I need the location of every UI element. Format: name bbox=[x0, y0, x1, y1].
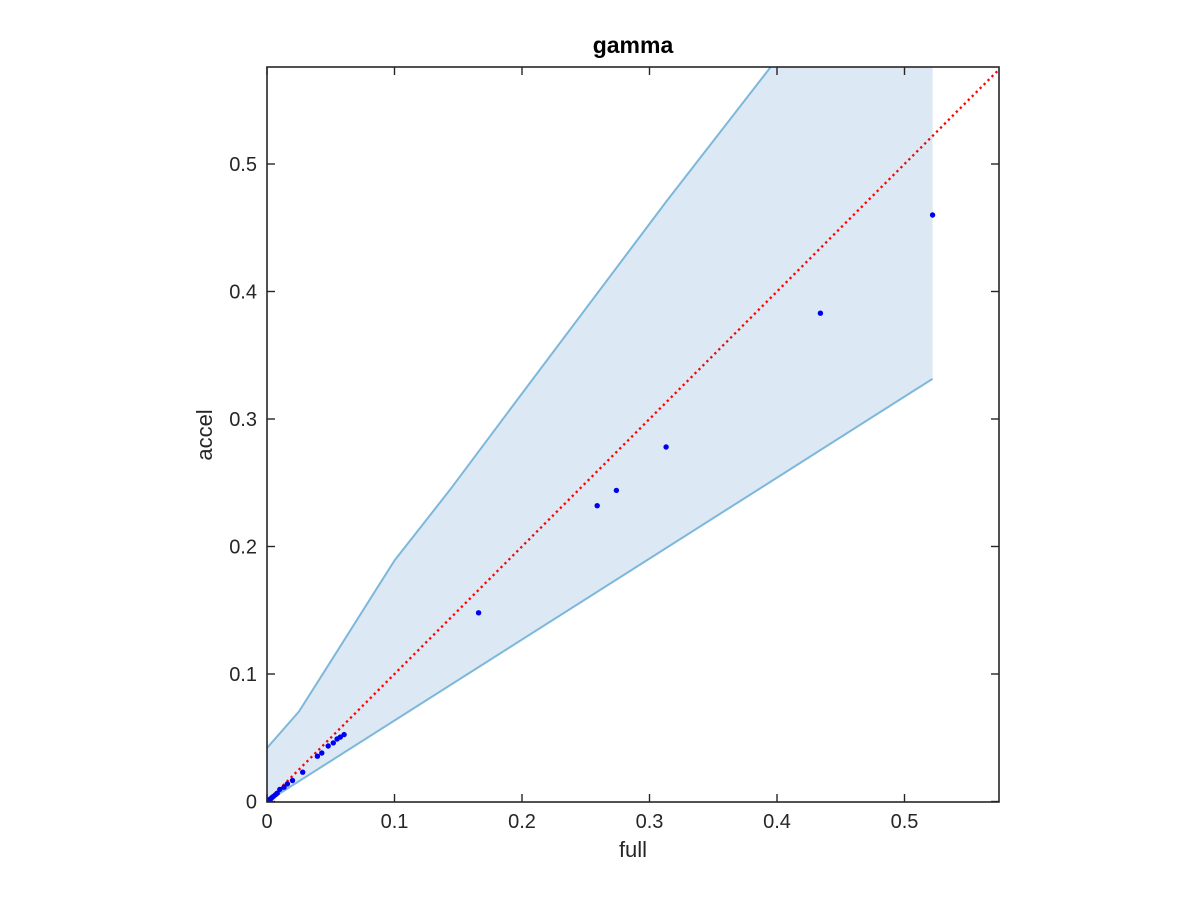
identity-line bbox=[267, 68, 999, 802]
plot-box bbox=[266, 66, 1000, 803]
chart-title: gamma bbox=[593, 32, 674, 58]
confidence-band bbox=[267, 67, 934, 802]
scatter-point bbox=[284, 781, 291, 787]
x-tick-label: 0 bbox=[261, 811, 272, 833]
y-tick-label: 0.3 bbox=[229, 409, 257, 431]
tick-labels: 0 0.1 0.2 0.3 0.4 0.5 0 0.1 0.2 0.3 0.4 0.5 bbox=[229, 154, 918, 833]
x-tick-label: 0.4 bbox=[763, 811, 791, 833]
scatter-points bbox=[267, 212, 936, 802]
y-tick-label: 0.5 bbox=[229, 154, 257, 176]
y-tick-label: 0.4 bbox=[229, 282, 257, 304]
y-tick-label: 0 bbox=[246, 792, 257, 814]
x-axis-label: full bbox=[619, 837, 647, 862]
x-tick-label: 0.1 bbox=[381, 811, 409, 833]
scatter-point bbox=[929, 212, 936, 218]
scatter-point bbox=[330, 740, 336, 746]
scatter-point bbox=[341, 731, 347, 738]
x-tick-label: 0.3 bbox=[636, 811, 664, 833]
y-tick-label: 0.2 bbox=[229, 537, 257, 559]
y-tick-label: 0.1 bbox=[229, 664, 257, 686]
identity-dotted-line bbox=[267, 68, 999, 802]
band-fill bbox=[267, 67, 933, 802]
scatter-point bbox=[314, 753, 321, 759]
axes-box bbox=[266, 66, 1000, 803]
scatter-point bbox=[817, 310, 824, 316]
scatter-point bbox=[325, 743, 331, 749]
scatter-point bbox=[613, 487, 620, 494]
scatter-point bbox=[334, 736, 340, 742]
scatter-point bbox=[663, 444, 669, 450]
band-upper-edge bbox=[267, 67, 772, 749]
scatter-point bbox=[300, 769, 306, 775]
scatter-point bbox=[475, 610, 482, 616]
scatter-point bbox=[319, 750, 325, 756]
x-tick-label: 0.5 bbox=[891, 811, 919, 833]
scatter-point bbox=[281, 784, 287, 790]
x-tick-label: 0.2 bbox=[508, 811, 536, 833]
scatter-point bbox=[277, 786, 283, 793]
scatter-point bbox=[289, 777, 296, 784]
scatter-point bbox=[594, 503, 600, 509]
band-lower-edge bbox=[267, 377, 934, 802]
y-axis-label: accel bbox=[192, 409, 217, 460]
